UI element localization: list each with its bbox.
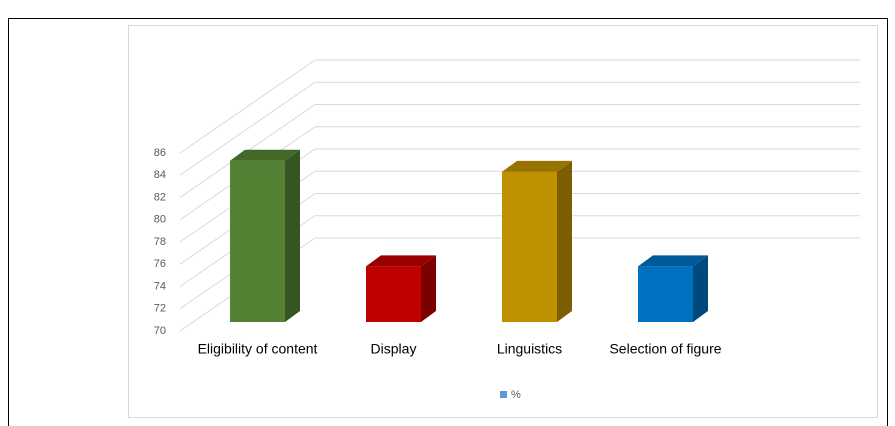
- y-tick-label: 72: [154, 303, 166, 315]
- y-tick-label: 84: [154, 169, 166, 181]
- x-tick-label: Eligibility of content: [198, 341, 318, 357]
- y-tick-label: 76: [154, 258, 166, 270]
- bar-side: [285, 149, 300, 322]
- bar-top: [638, 255, 708, 267]
- grid-line: [179, 81, 316, 176]
- y-tick-label: 74: [154, 280, 166, 292]
- x-tick-label: Linguistics: [497, 341, 562, 357]
- bar: [230, 160, 285, 322]
- bar-top: [230, 149, 300, 161]
- bar-side: [557, 160, 572, 322]
- frame: [8, 18, 888, 426]
- bar: [366, 266, 421, 322]
- y-tick-label: 82: [154, 191, 166, 203]
- legend-label: %: [511, 389, 521, 401]
- bar-side: [693, 255, 708, 322]
- y-tick-label: 80: [154, 214, 166, 226]
- bar-side: [421, 255, 436, 322]
- bar: [638, 266, 693, 322]
- y-tick-label: 70: [154, 325, 166, 337]
- bar-top: [502, 160, 572, 172]
- bar-top: [366, 255, 436, 267]
- x-tick-label: Selection of figure: [609, 341, 721, 357]
- y-tick-label: 86: [154, 147, 166, 159]
- x-tick-label: Display: [371, 341, 417, 357]
- y-tick-label: 78: [154, 236, 166, 248]
- bar: [502, 171, 557, 322]
- grid-line: [179, 59, 316, 154]
- legend-swatch: [500, 391, 507, 398]
